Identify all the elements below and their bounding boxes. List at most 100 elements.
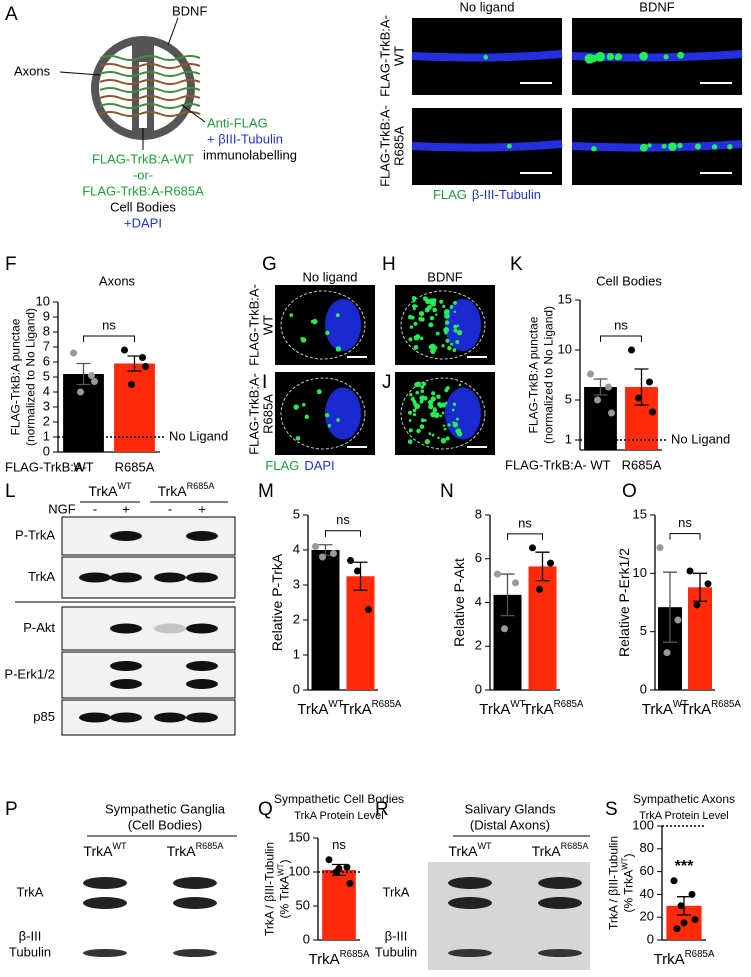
significance-bracket [83,335,135,342]
flag-puncta [443,427,447,431]
flag-puncta [431,433,435,437]
row-label: p85 [33,709,55,724]
y-tick-label: 8 [43,323,50,338]
error-bar [663,571,677,643]
flag-puncta [424,419,427,422]
row-label: FLAG-TrkB:A- [246,284,261,366]
x-tick-label: TrkAWT [479,699,525,718]
legend-dapi: DAPI [304,458,334,473]
reference-label: No Ligand [671,431,730,446]
flag-puncta [437,402,442,407]
y-axis-label-text: FLAG-TrkB:A punctae [527,316,541,433]
error-bar [127,355,142,372]
y-tick-label: 9 [43,308,50,323]
row-label-group: FLAG-TrkB:A- R685A [246,373,275,455]
flag-puncta [424,307,430,313]
y-axis-label-group: Relative P-Akt [451,558,467,647]
axon [99,71,201,77]
blot-band [448,897,492,909]
panel-label: M [258,481,274,502]
flag-puncta [453,300,457,305]
flag-puncta [413,335,420,341]
bar [63,374,104,452]
data-point [663,649,671,657]
group-label-main: TrkA [88,483,118,499]
y-axis-label-text: (normalized to No Ligand) [542,306,556,444]
stain-legend: FLAG DAPI [265,458,334,473]
label: Axons [14,63,51,78]
annotation: ns [614,317,628,332]
x-tick-label: TrkAR685A [654,949,715,968]
blot-band [83,877,127,889]
chart-title: Sympathetic Cell Bodies [274,792,404,806]
y-tick-label: 0 [293,681,300,696]
flag-puncta [412,299,416,303]
flag-puncta [447,423,451,427]
flag-puncta [327,424,332,428]
y-tick-label: 4 [293,541,300,556]
blot-band [154,712,186,723]
x-tick-label: TrkAWT [297,699,343,718]
flag-puncta [430,411,436,418]
y-tick-label: 7 [43,338,50,353]
blot-band [110,531,142,541]
axon [99,79,201,85]
data-point [512,579,519,587]
cell-outline [280,377,366,450]
y-axis-label: Relative P-Akt [451,558,467,647]
arrow [167,17,179,46]
y-tick-label: 4 [43,383,50,398]
row-label: Tubulin [375,944,417,959]
flag-puncta [436,394,441,399]
annotation: ns [102,317,116,332]
row-label: FLAG-TrkB:A- [246,373,261,455]
data-point [70,349,77,357]
flag-puncta [452,402,457,406]
x-tick-label-main: TrkA [297,701,328,718]
x-tick-label: R685A [115,459,155,474]
flag-puncta [432,407,438,413]
flag-puncta [442,424,446,427]
blot-band [83,897,127,909]
row-label: Tubulin [9,944,51,959]
annotation: ns [678,515,692,530]
flag-puncta [639,51,648,61]
y-axis-label-group: FLAG-TrkB:A punctae (normalized to No Lig… [9,308,38,446]
data-point [677,902,685,910]
y-tick-label: 2 [293,611,300,626]
data-point [335,865,343,873]
label: -or- [133,167,153,182]
row-label: R685A [391,126,406,166]
lane-label: + [198,501,206,516]
data-point [319,553,326,561]
y-axis-label: (normalized to No Ligand) [24,308,38,446]
label: +DAPI [124,215,162,230]
data-point [587,370,594,378]
flag-puncta [408,337,413,342]
panel-label: J [382,372,392,393]
chart-subtitle: TrkA Protein Level [639,810,728,822]
y-axis-label-text: (% TrkA [278,876,292,919]
row-label: R685A [260,394,275,434]
flag-puncta [429,315,435,321]
flag-puncta [431,391,436,396]
group-label-main: TrkA [167,843,197,859]
data-point [674,616,682,624]
blot-band [110,623,142,634]
panel-label: Q [258,799,273,820]
data-point [346,880,354,888]
data-point [347,557,354,564]
x-tick-label: TrkAR685A [523,699,584,718]
flag-puncta [410,315,415,320]
blot-band [538,877,582,889]
blot-title: (Distal Axons) [470,817,550,832]
y-tick-label: 10 [558,341,572,356]
annotation: *** [675,858,694,875]
blot-band [448,949,492,957]
group-label-sup: R685A [187,481,216,491]
data-point [628,346,635,354]
data-point [547,559,554,567]
annotation: ns [332,837,346,852]
x-tick-label-sup: WT [673,699,688,710]
